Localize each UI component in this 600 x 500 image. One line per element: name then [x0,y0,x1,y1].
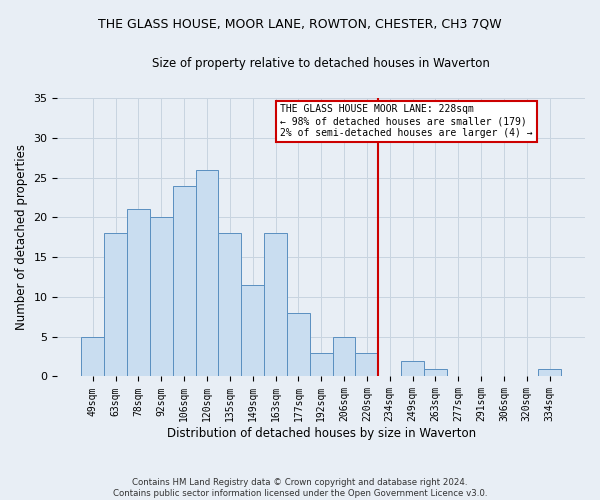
Bar [355,352,379,376]
Y-axis label: Number of detached properties: Number of detached properties [15,144,28,330]
X-axis label: Distribution of detached houses by size in Waverton: Distribution of detached houses by size … [167,427,476,440]
Text: THE GLASS HOUSE, MOOR LANE, ROWTON, CHESTER, CH3 7QW: THE GLASS HOUSE, MOOR LANE, ROWTON, CHES… [98,18,502,30]
Bar [150,218,173,376]
Bar [218,234,241,376]
Bar [173,186,196,376]
Bar [264,234,287,376]
Bar [104,234,127,376]
Bar [401,360,424,376]
Bar [127,210,150,376]
Text: Contains HM Land Registry data © Crown copyright and database right 2024.
Contai: Contains HM Land Registry data © Crown c… [113,478,487,498]
Bar [424,368,447,376]
Bar [287,313,310,376]
Bar [241,285,264,376]
Title: Size of property relative to detached houses in Waverton: Size of property relative to detached ho… [152,58,490,70]
Bar [196,170,218,376]
Text: THE GLASS HOUSE MOOR LANE: 228sqm
← 98% of detached houses are smaller (179)
2% : THE GLASS HOUSE MOOR LANE: 228sqm ← 98% … [280,104,533,138]
Bar [332,336,355,376]
Bar [538,368,561,376]
Bar [310,352,332,376]
Bar [82,336,104,376]
